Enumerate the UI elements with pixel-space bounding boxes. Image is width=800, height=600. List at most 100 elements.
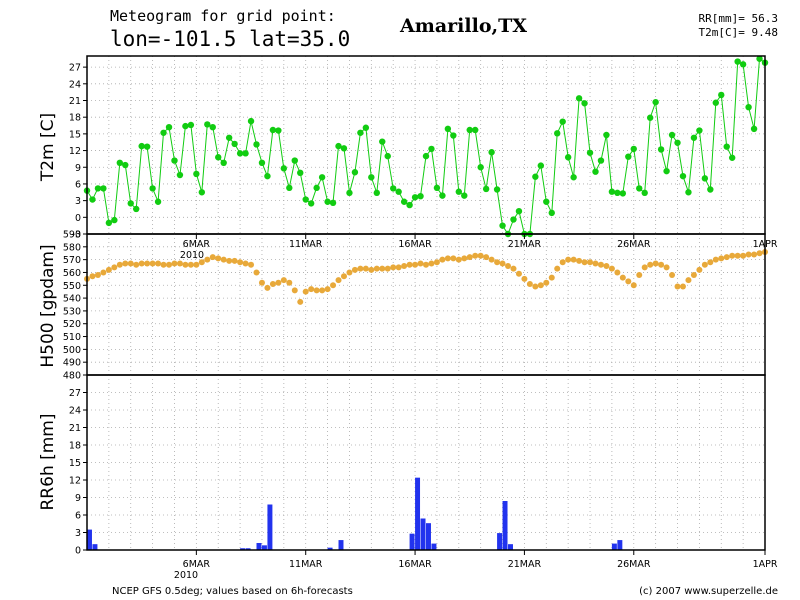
rr6h-bar xyxy=(508,544,513,550)
h500-point xyxy=(291,287,298,294)
t2m-point xyxy=(346,189,353,197)
t2m-point xyxy=(554,130,561,137)
t2m-point xyxy=(690,134,698,141)
y-tick-label: 15 xyxy=(69,129,81,140)
h500-point xyxy=(597,261,604,268)
h500-point xyxy=(264,284,271,291)
h500-point xyxy=(297,298,304,305)
year-label-top: 2010 xyxy=(180,250,204,261)
h500-point xyxy=(122,260,129,267)
h500-point xyxy=(155,260,162,267)
t2m-point xyxy=(515,207,523,215)
t2m-point xyxy=(696,127,703,134)
y-tick-label: 490 xyxy=(63,358,81,369)
t2m-point xyxy=(373,189,380,197)
h500-point xyxy=(718,255,725,262)
t2m-point xyxy=(472,126,479,134)
h500-point xyxy=(663,264,670,271)
t2m-point xyxy=(493,186,501,193)
t2m-point xyxy=(384,152,391,160)
h500-point xyxy=(116,261,123,268)
t2m-point xyxy=(395,188,402,195)
h500-point xyxy=(581,259,588,266)
h500-point xyxy=(335,277,342,284)
h500-point xyxy=(510,265,517,272)
y-tick-label: 15 xyxy=(69,458,81,469)
t2m-point xyxy=(718,91,725,99)
rr6h-bar xyxy=(87,529,92,550)
t2m-point xyxy=(100,185,107,192)
h500-point xyxy=(94,272,101,279)
h500-point xyxy=(619,274,626,281)
t2m-point xyxy=(586,149,594,156)
t2m-point xyxy=(122,161,129,169)
h500-point xyxy=(417,260,424,267)
h500-point xyxy=(734,252,741,259)
t2m-point xyxy=(406,201,413,209)
h500-point xyxy=(669,272,676,279)
y-tick-label: 520 xyxy=(63,319,81,330)
t2m-point xyxy=(482,185,490,193)
t2m-point xyxy=(236,150,244,157)
y-tick-label: 530 xyxy=(63,306,81,317)
h500-point xyxy=(401,263,408,270)
t2m-point xyxy=(269,126,277,134)
t2m-point xyxy=(231,140,238,148)
h500-point xyxy=(105,266,112,273)
t2m-point xyxy=(324,198,331,205)
x-tick-label: 21MAR xyxy=(508,559,542,570)
h500-point xyxy=(237,259,244,266)
h500-point xyxy=(308,286,315,293)
y-tick-label: 3 xyxy=(75,528,81,539)
t2m-point xyxy=(619,190,627,197)
t2m-point xyxy=(461,192,468,199)
t2m-point xyxy=(275,127,282,134)
h500-point xyxy=(171,260,178,267)
h500-point xyxy=(423,261,429,268)
h500-point xyxy=(198,259,205,266)
t2m-point xyxy=(532,173,539,180)
t2m-point xyxy=(302,196,309,203)
x-tick-label: 26MAR xyxy=(617,559,651,570)
t2m-point xyxy=(641,189,648,197)
h500-point xyxy=(215,255,222,262)
h500-point xyxy=(242,260,249,267)
t2m-point xyxy=(154,198,162,205)
y-tick-label: 21 xyxy=(69,423,81,434)
t2m-point xyxy=(389,185,397,192)
h500-point xyxy=(505,263,512,270)
rr6h-bar xyxy=(617,540,623,550)
h500-point xyxy=(690,272,697,279)
x-tick-label: 16MAR xyxy=(398,559,432,570)
t2m-point xyxy=(127,200,134,207)
t2m-point xyxy=(411,194,419,201)
rr6h-bar xyxy=(409,533,415,550)
t2m-point xyxy=(362,124,370,131)
h500-point xyxy=(576,257,583,264)
t2m-point xyxy=(543,198,550,205)
rr6h-bar xyxy=(245,548,251,550)
y-tick-label: 0 xyxy=(75,546,81,557)
h500-axis-label: H500 [gpdam] xyxy=(38,244,58,367)
h500-point xyxy=(740,252,747,259)
h500-point xyxy=(483,254,490,261)
t2m-point xyxy=(368,174,375,181)
y-tick-label: 27 xyxy=(69,63,81,74)
h500-point xyxy=(701,261,708,268)
h500-point xyxy=(89,273,96,280)
y-tick-label: 0 xyxy=(75,213,81,224)
h500-point xyxy=(133,261,140,268)
h500-point xyxy=(231,257,238,264)
t2m-point xyxy=(564,154,572,161)
x-tick-label: 6MAR xyxy=(183,239,211,250)
t2m-point xyxy=(756,55,763,62)
footer-source: NCEP GFS 0.5deg; values based on 6h-fore… xyxy=(112,586,353,597)
h500-point xyxy=(362,265,369,272)
x-tick-label: 26MAR xyxy=(617,239,651,250)
t2m-point xyxy=(204,121,211,128)
t2m-point xyxy=(739,61,747,68)
h500-point xyxy=(608,265,615,272)
t2m-point xyxy=(105,219,113,227)
h500-point xyxy=(439,256,446,263)
